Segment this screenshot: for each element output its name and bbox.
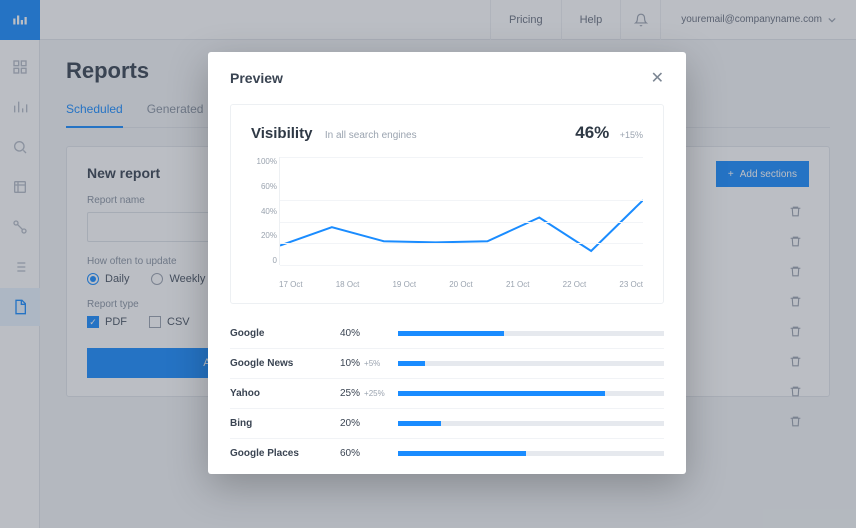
engine-pct: 20% bbox=[340, 418, 390, 429]
preview-modal: Preview ✕ Visibility In all search engin… bbox=[208, 52, 686, 474]
engine-bar-fill bbox=[398, 361, 425, 366]
gridline bbox=[280, 157, 643, 158]
engine-bar-fill bbox=[398, 451, 526, 456]
gridline bbox=[280, 222, 643, 223]
gridline bbox=[280, 200, 643, 201]
engine-pct: 25%+25% bbox=[340, 388, 390, 399]
engine-row: Google News10%+5% bbox=[230, 348, 664, 378]
engine-pct: 40% bbox=[340, 328, 390, 339]
y-tick: 40% bbox=[251, 207, 277, 216]
x-tick: 18 Oct bbox=[336, 280, 360, 289]
engine-row: Google40% bbox=[230, 318, 664, 348]
y-tick: 100% bbox=[251, 157, 277, 166]
x-tick: 21 Oct bbox=[506, 280, 530, 289]
engines-list: Google40%Google News10%+5%Yahoo25%+25%Bi… bbox=[230, 318, 664, 468]
close-icon[interactable]: ✕ bbox=[651, 68, 664, 88]
y-tick: 20% bbox=[251, 231, 277, 240]
x-tick: 22 Oct bbox=[563, 280, 587, 289]
engine-bar bbox=[398, 421, 664, 426]
engine-name: Yahoo bbox=[230, 388, 340, 399]
engine-row: Bing20% bbox=[230, 408, 664, 438]
visibility-card: Visibility In all search engines 46% +15… bbox=[230, 104, 664, 304]
engine-delta: +25% bbox=[364, 389, 385, 398]
engine-name: Google bbox=[230, 328, 340, 339]
engine-delta: +5% bbox=[364, 359, 380, 368]
y-tick: 0 bbox=[251, 256, 277, 265]
visibility-value: 46% bbox=[575, 123, 609, 142]
engine-bar-fill bbox=[398, 391, 605, 396]
visibility-delta: +15% bbox=[620, 130, 643, 140]
engine-bar-fill bbox=[398, 421, 441, 426]
y-tick: 60% bbox=[251, 182, 277, 191]
engine-bar bbox=[398, 391, 664, 396]
x-tick: 20 Oct bbox=[449, 280, 473, 289]
x-tick: 23 Oct bbox=[619, 280, 643, 289]
visibility-title: Visibility bbox=[251, 125, 312, 142]
engine-bar-fill bbox=[398, 331, 504, 336]
engine-name: Bing bbox=[230, 418, 340, 429]
gridline bbox=[280, 265, 643, 266]
engine-bar bbox=[398, 331, 664, 336]
engine-name: Google Places bbox=[230, 448, 340, 459]
gridline bbox=[280, 243, 643, 244]
x-tick: 17 Oct bbox=[279, 280, 303, 289]
engine-pct: 60% bbox=[340, 448, 390, 459]
line-chart-svg bbox=[280, 157, 643, 265]
engine-name: Google News bbox=[230, 358, 340, 369]
engine-row: Google Places60% bbox=[230, 438, 664, 468]
engine-bar bbox=[398, 361, 664, 366]
modal-title: Preview bbox=[230, 70, 283, 86]
engine-bar bbox=[398, 451, 664, 456]
x-tick: 19 Oct bbox=[392, 280, 416, 289]
visibility-subtitle: In all search engines bbox=[325, 130, 417, 141]
engine-row: Yahoo25%+25% bbox=[230, 378, 664, 408]
engine-pct: 10%+5% bbox=[340, 358, 390, 369]
visibility-chart: 100%60%40%20%0 17 Oct18 Oct19 Oct20 Oct2… bbox=[279, 157, 643, 289]
